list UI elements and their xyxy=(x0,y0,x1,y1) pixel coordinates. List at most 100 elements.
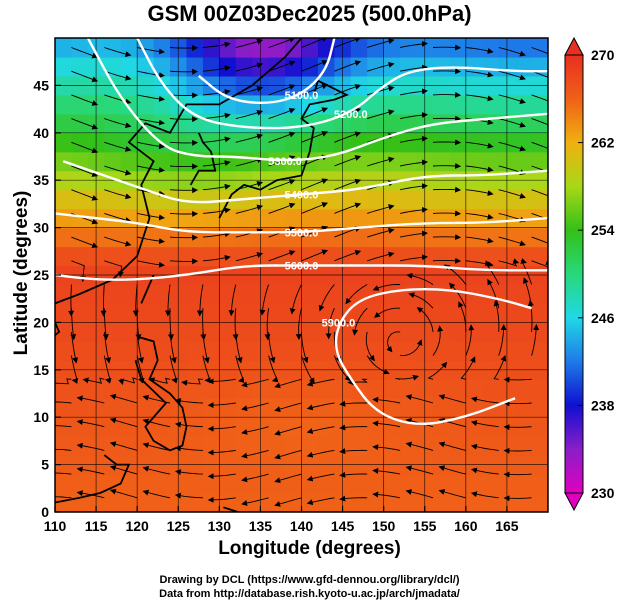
field-cell xyxy=(350,38,368,58)
x-tick-label: 160 xyxy=(454,518,478,534)
streamline xyxy=(406,272,434,285)
field-cell xyxy=(531,113,548,134)
colorbar: 230 238 246 254 262 270 xyxy=(564,36,615,512)
streamline xyxy=(104,165,132,176)
field-cell xyxy=(531,493,548,512)
y-tick-label: 30 xyxy=(33,220,49,236)
field-cell xyxy=(202,398,220,418)
field-cell xyxy=(465,94,483,115)
field-cell xyxy=(350,493,368,512)
streamline xyxy=(174,398,203,404)
x-tick-label: 155 xyxy=(413,518,437,534)
streamline xyxy=(503,400,532,407)
streamline xyxy=(241,402,269,412)
field-cell xyxy=(186,436,204,456)
streamline xyxy=(400,183,428,191)
field-cell xyxy=(317,493,335,512)
streamline xyxy=(531,236,548,244)
colorbar-tick-label: 246 xyxy=(591,310,615,326)
field-cell xyxy=(383,56,401,77)
streamline xyxy=(367,204,395,214)
x-tick-label: 145 xyxy=(331,518,355,534)
streamline xyxy=(301,131,329,143)
field-cell xyxy=(531,38,548,58)
field-cell xyxy=(317,132,335,153)
contour-label: 5200.0 xyxy=(334,109,368,121)
field-cell xyxy=(449,303,467,323)
field-cell xyxy=(235,56,253,77)
field-cell xyxy=(137,341,155,361)
streamline xyxy=(137,70,165,79)
field-cell xyxy=(202,474,220,494)
streamline xyxy=(142,489,171,499)
streamline xyxy=(235,133,264,143)
field-cell xyxy=(104,56,122,77)
field-cell xyxy=(137,132,155,153)
streamline xyxy=(104,236,132,247)
streamline xyxy=(484,260,500,285)
field-cell xyxy=(104,379,122,399)
field-cell xyxy=(104,341,122,361)
field-cell xyxy=(449,322,467,342)
streamline xyxy=(531,70,548,78)
streamline xyxy=(207,378,236,385)
streamline xyxy=(432,234,462,241)
field-cell xyxy=(55,56,73,77)
streamline xyxy=(465,236,494,244)
field-cell xyxy=(367,379,385,399)
streamline xyxy=(137,94,165,102)
streamline xyxy=(235,109,264,120)
field-cell xyxy=(400,379,418,399)
field-cell xyxy=(367,94,385,115)
field-cell xyxy=(268,284,286,305)
streamline xyxy=(432,115,462,122)
field-cell xyxy=(153,341,171,361)
field-cell xyxy=(350,398,368,418)
field-cell xyxy=(104,227,122,248)
field-cell xyxy=(202,132,220,153)
field-cell xyxy=(367,417,385,437)
field-cell xyxy=(301,436,319,456)
field-cell xyxy=(104,151,122,172)
streamline xyxy=(367,38,395,48)
field-cell xyxy=(153,303,171,323)
field-cell xyxy=(432,208,450,229)
field-cell xyxy=(531,151,548,172)
streamline xyxy=(405,441,434,451)
streamline xyxy=(137,236,165,245)
streamline xyxy=(174,445,203,452)
streamline xyxy=(498,141,526,152)
y-tick-label: 15 xyxy=(33,362,49,378)
field-cell xyxy=(383,493,401,512)
field-cell xyxy=(55,94,73,115)
field-cell xyxy=(186,341,204,361)
field-cell xyxy=(449,246,467,267)
field-cell xyxy=(515,189,533,210)
x-axis-label-text: Longitude (degrees) xyxy=(218,538,401,559)
chart-title: GSM 00Z03Dec2025 (500.0hPa) xyxy=(147,1,472,26)
field-cell xyxy=(71,303,89,323)
field-cell xyxy=(268,151,286,172)
field-cell xyxy=(285,208,303,229)
field-cell xyxy=(367,113,385,134)
field-cell xyxy=(55,227,73,248)
y-axis-label: Latitude (degrees) xyxy=(11,190,32,356)
streamline xyxy=(104,212,132,223)
streamline xyxy=(531,259,548,268)
streamline xyxy=(241,473,269,483)
colorbar-tick-label: 230 xyxy=(591,485,615,501)
streamline xyxy=(76,442,105,451)
field-cell xyxy=(301,417,319,437)
streamline xyxy=(169,139,199,146)
x-tick-label: 115 xyxy=(85,518,108,534)
colorbar-tick-label: 270 xyxy=(591,47,615,63)
field-cell xyxy=(301,322,319,342)
field-cell xyxy=(400,474,418,494)
streamline xyxy=(487,278,500,309)
field-cell xyxy=(71,474,89,494)
streamline xyxy=(493,300,500,332)
field-cell xyxy=(449,208,467,229)
streamline xyxy=(301,202,329,214)
streamline xyxy=(427,361,448,380)
